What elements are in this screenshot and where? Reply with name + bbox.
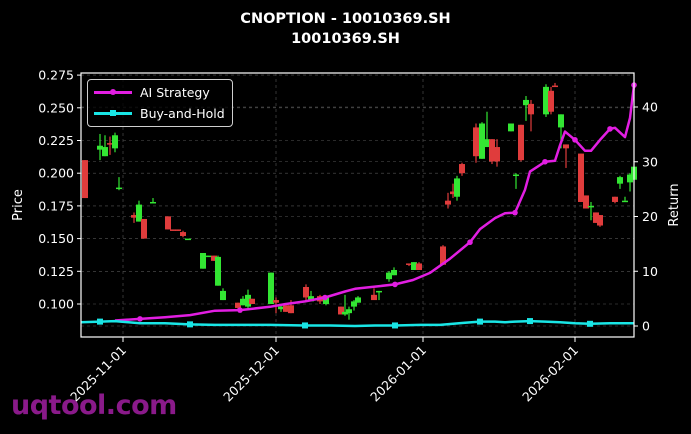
price-tick-label: 0.225 — [38, 133, 74, 148]
ai-strategy-line-icon — [94, 85, 132, 99]
return-axis-label: Return — [667, 183, 682, 226]
price-tick-label: 0.150 — [38, 231, 74, 246]
chart-title-line1: CNOPTION - 10010369.SH — [240, 11, 451, 27]
price-tick-label: 0.200 — [38, 166, 74, 181]
return-lines — [80, 82, 637, 329]
candlesticks — [82, 82, 637, 320]
buy-and-hold-line-icon — [94, 106, 132, 120]
legend-label: AI Strategy — [140, 84, 210, 100]
price-tick-label: 0.175 — [38, 198, 74, 213]
return-tick-label: 40 — [642, 100, 658, 115]
chart-legend: AI Strategy Buy-and-Hold — [87, 79, 233, 127]
date-tick-label: 2025-12-01 — [220, 343, 282, 405]
chart-title-line2: 10010369.SH — [291, 31, 400, 47]
return-tick-label: 10 — [642, 264, 658, 279]
legend-item-buy-and-hold[interactable]: Buy-and-Hold — [94, 104, 225, 122]
price-axis-label: Price — [11, 189, 26, 221]
price-tick-label: 0.250 — [38, 100, 74, 115]
return-tick-label: 30 — [642, 154, 658, 169]
return-axis: 0 10 20 30 40 — [634, 100, 658, 334]
legend-item-ai-strategy[interactable]: AI Strategy — [94, 83, 210, 101]
date-tick-label: 2026-01-01 — [367, 343, 429, 405]
price-tick-label: 0.100 — [38, 297, 74, 312]
return-tick-label: 20 — [642, 209, 658, 224]
date-tick-label: 2026-02-01 — [519, 343, 581, 405]
watermark: uqtool.com — [11, 390, 177, 421]
legend-label: Buy-and-Hold — [140, 105, 225, 121]
price-tick-label: 0.125 — [38, 264, 74, 279]
price-tick-label: 0.275 — [38, 68, 74, 83]
return-tick-label: 0 — [642, 319, 650, 334]
plot-frame — [80, 72, 635, 338]
grid-lines — [81, 73, 634, 337]
price-axis: 0.100 0.125 0.150 0.175 0.200 0.225 0.250 0.275 — [38, 68, 81, 312]
